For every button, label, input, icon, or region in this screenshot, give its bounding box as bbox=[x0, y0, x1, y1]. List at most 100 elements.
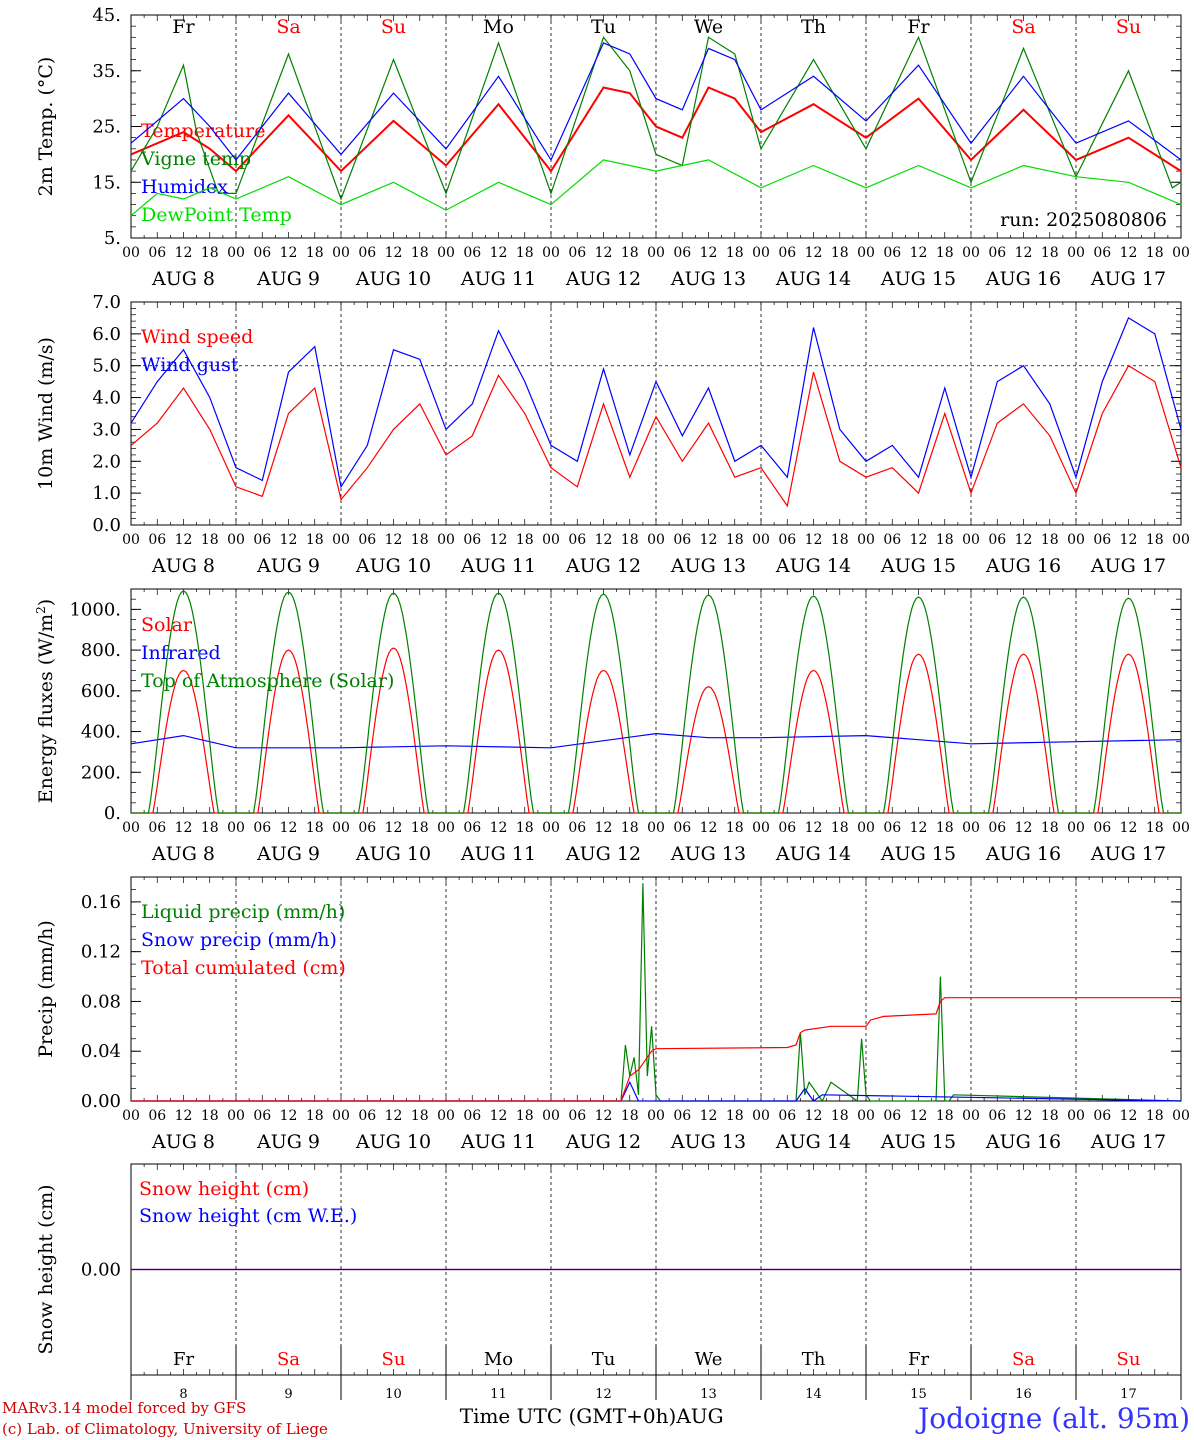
y-tick-label: 45. bbox=[92, 5, 121, 26]
panel-3: 0. 200. 400. 600. 800. 1000. Energy fluxes (W/… bbox=[34, 588, 1190, 865]
hour-tick-label: 18 bbox=[1146, 820, 1164, 836]
y-axis-label: 2m Temp. (°C) bbox=[35, 57, 57, 197]
hour-tick-label: 00 bbox=[1172, 1108, 1190, 1124]
y-tick-label: 7.0 bbox=[92, 292, 121, 313]
hour-tick-label: 18 bbox=[201, 820, 219, 836]
hour-tick-label: 18 bbox=[831, 245, 849, 261]
hour-tick-label: 12 bbox=[910, 532, 928, 548]
hour-tick-label: 12 bbox=[910, 820, 928, 836]
hour-tick-label: 18 bbox=[831, 820, 849, 836]
hour-tick-label: 06 bbox=[253, 532, 271, 548]
hour-tick-label: 06 bbox=[253, 245, 271, 261]
hour-tick-label: 06 bbox=[463, 245, 481, 261]
series-line-infrared bbox=[130, 732, 1182, 749]
hour-tick-label: 12 bbox=[1015, 532, 1033, 548]
date-label: AUG 10 bbox=[355, 843, 431, 865]
weekday-label: Sa bbox=[277, 1349, 300, 1370]
date-label: AUG 13 bbox=[670, 1131, 746, 1153]
hour-tick-label: 06 bbox=[673, 245, 691, 261]
hour-tick-label: 00 bbox=[122, 820, 140, 836]
hour-tick-label: 00 bbox=[122, 245, 140, 261]
hour-tick-label: 18 bbox=[1041, 820, 1059, 836]
hour-tick-label: 18 bbox=[621, 532, 639, 548]
x-axis-label: Time UTC (GMT+0h) bbox=[460, 1404, 677, 1428]
hour-tick-label: 06 bbox=[463, 1108, 481, 1124]
date-label: AUG 8 bbox=[151, 555, 215, 577]
hour-tick-label: 00 bbox=[542, 532, 560, 548]
hour-tick-label: 00 bbox=[857, 245, 875, 261]
weekday-label: Su bbox=[382, 1349, 406, 1370]
hour-tick-label: 00 bbox=[437, 532, 455, 548]
hour-tick-label: 00 bbox=[1172, 245, 1190, 261]
panel-5: 0.00 Snow height (cm) Snow height (cm) Snow… bbox=[35, 1163, 1182, 1402]
hour-tick-label: 12 bbox=[490, 1108, 508, 1124]
hour-tick-label: 00 bbox=[1067, 1108, 1085, 1124]
hour-tick-label: 18 bbox=[621, 245, 639, 261]
weekday-label: Su bbox=[1117, 1349, 1141, 1370]
date-label: AUG 17 bbox=[1090, 555, 1166, 577]
month-label: AUG bbox=[675, 1404, 723, 1428]
hour-tick-label: 06 bbox=[358, 245, 376, 261]
hour-tick-label: 12 bbox=[175, 245, 193, 261]
hour-tick-label: 06 bbox=[673, 1108, 691, 1124]
weekday-label: Sa bbox=[1012, 1349, 1035, 1370]
hour-tick-label: 00 bbox=[332, 820, 350, 836]
y-tick-label: 600. bbox=[81, 681, 121, 702]
y-tick-label: 4.0 bbox=[92, 388, 121, 409]
y-axis-label: 10m Wind (m/s) bbox=[35, 337, 57, 490]
y-axis-label-main: Energy fluxes (W/m bbox=[35, 614, 57, 803]
hour-tick-label: 12 bbox=[490, 820, 508, 836]
hour-tick-label: 12 bbox=[805, 1108, 823, 1124]
series-line-wind-speed bbox=[130, 364, 1182, 508]
date-label: AUG 11 bbox=[460, 843, 536, 865]
date-label: AUG 9 bbox=[256, 843, 320, 865]
y-tick-label: 6.0 bbox=[92, 324, 121, 345]
hour-tick-label: 12 bbox=[280, 532, 298, 548]
series-line-top-of-atmosphere-solar- bbox=[131, 590, 1181, 814]
hour-tick-label: 06 bbox=[988, 820, 1006, 836]
hour-tick-label: 00 bbox=[647, 532, 665, 548]
legend-entry: Infrared bbox=[141, 642, 221, 664]
chart-panels: 5. 15. 25. 35. 45. 2m Temp. (°C) Temperature Vi… bbox=[34, 5, 1190, 1402]
weekday-label: Th bbox=[802, 1349, 826, 1370]
hour-tick-label: 18 bbox=[411, 532, 429, 548]
date-label: AUG 10 bbox=[355, 268, 431, 290]
day-number: 15 bbox=[910, 1387, 927, 1402]
legend-entry: Snow height (cm) bbox=[139, 1178, 309, 1200]
hour-tick-label: 06 bbox=[463, 532, 481, 548]
hour-tick-label: 00 bbox=[122, 1108, 140, 1124]
hour-tick-label: 12 bbox=[700, 532, 718, 548]
legend-entry: Solar bbox=[141, 614, 193, 636]
hour-tick-label: 18 bbox=[201, 1108, 219, 1124]
hour-tick-label: 06 bbox=[568, 245, 586, 261]
location-label: Jodoigne (alt. 95m) bbox=[915, 1402, 1190, 1435]
y-tick-label: 0.04 bbox=[81, 1041, 121, 1062]
y-axis-label: Snow height (cm) bbox=[35, 1184, 57, 1354]
hour-tick-label: 00 bbox=[647, 1108, 665, 1124]
date-label: AUG 10 bbox=[355, 555, 431, 577]
y-axis-label-superscript: 2 bbox=[34, 606, 48, 614]
hour-tick-label: 00 bbox=[227, 245, 245, 261]
day-number: 13 bbox=[700, 1387, 717, 1402]
hour-tick-label: 12 bbox=[1015, 1108, 1033, 1124]
hour-tick-label: 12 bbox=[700, 820, 718, 836]
day-number: 12 bbox=[595, 1387, 612, 1402]
hour-tick-label: 12 bbox=[280, 1108, 298, 1124]
panel-frame bbox=[130, 588, 1182, 814]
hour-tick-label: 12 bbox=[385, 532, 403, 548]
hour-tick-label: 06 bbox=[568, 820, 586, 836]
hour-tick-label: 18 bbox=[411, 245, 429, 261]
date-label: AUG 14 bbox=[775, 1131, 851, 1153]
legend-entry: Temperature bbox=[141, 120, 265, 142]
weekday-label: Fr bbox=[173, 1349, 194, 1370]
hour-tick-label: 06 bbox=[253, 1108, 271, 1124]
hour-tick-label: 06 bbox=[148, 245, 166, 261]
hour-tick-label: 06 bbox=[148, 820, 166, 836]
legend-entry: Snow precip (mm/h) bbox=[141, 929, 337, 951]
weekday-label: Th bbox=[801, 16, 826, 38]
hour-tick-label: 12 bbox=[490, 532, 508, 548]
hour-tick-label: 00 bbox=[437, 245, 455, 261]
legend-entry: Snow height (cm W.E.) bbox=[139, 1205, 357, 1227]
hour-tick-label: 06 bbox=[358, 820, 376, 836]
